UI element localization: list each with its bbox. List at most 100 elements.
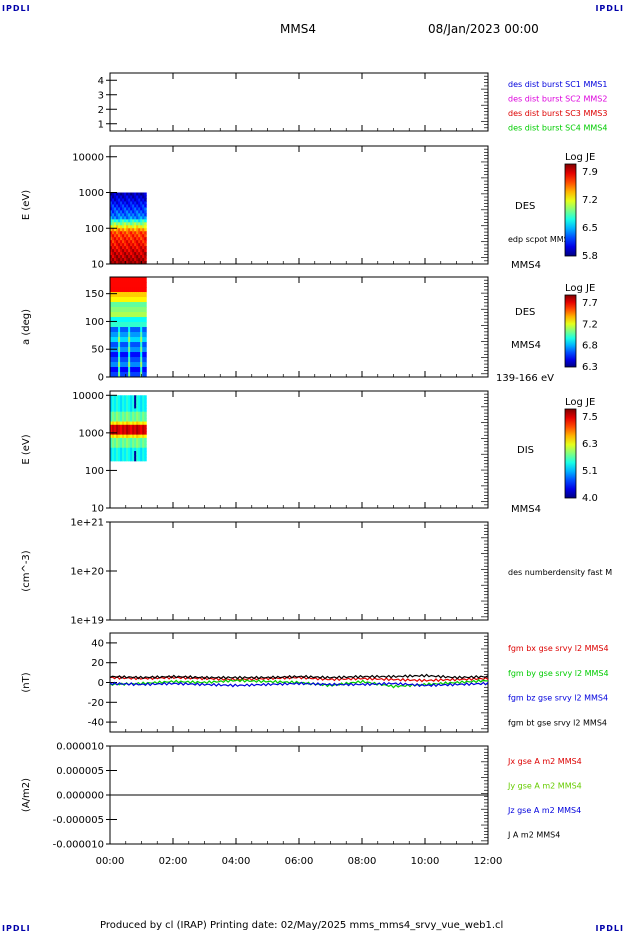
des-energy-cell: [118, 234, 121, 238]
des-energy-cell: [132, 216, 135, 220]
des-pitch-cell: [134, 287, 137, 293]
des-energy-cell: [116, 249, 119, 253]
des-energy-cell: [134, 198, 137, 202]
des-energy-cell: [144, 195, 147, 199]
des-energy-cell: [120, 222, 123, 226]
des-energy-cell: [130, 225, 133, 229]
des-energy-cell: [138, 210, 141, 214]
y-tick-label: 100: [85, 224, 104, 235]
des-energy-cell: [122, 261, 125, 265]
des-energy-cell: [138, 252, 141, 256]
dis-energy-cell: [128, 457, 131, 462]
des-energy-cell: [118, 249, 121, 253]
des-energy-cell: [134, 228, 137, 232]
spacecraft-label: MMS4: [511, 504, 541, 515]
des-energy-cell: [110, 258, 113, 262]
des-pitch-cell: [140, 362, 143, 368]
des-pitch-cell: [124, 282, 127, 288]
des-energy-cell: [136, 249, 139, 253]
dis-energy-cell: [124, 428, 127, 432]
legend-entry: des dist burst SC2 MMS2: [508, 95, 607, 104]
colorbar-tick: 7.7: [582, 298, 598, 309]
des-pitch-cell: [142, 297, 145, 303]
des-pitch-cell: [134, 307, 137, 313]
des-pitch-cell: [138, 347, 141, 353]
des-pitch-cell: [122, 372, 125, 378]
series-legend: Jy gse A m2 MMS4: [507, 782, 582, 791]
des-pitch-cell: [138, 277, 141, 283]
des-energy-cell: [122, 198, 125, 202]
des-pitch-cell: [110, 372, 113, 378]
des-energy-cell: [142, 219, 145, 223]
dis-energy-cell: [122, 441, 125, 445]
colorbar-title: Log JE: [565, 152, 595, 163]
dis-energy-cell: [132, 434, 135, 439]
des-energy-cell: [116, 234, 119, 238]
des-pitch-cell: [116, 352, 119, 358]
des-energy-cell: [124, 243, 127, 247]
des-energy-cell: [132, 204, 135, 208]
des-pitch-cell: [144, 297, 147, 303]
dis-energy-cell: [140, 441, 143, 445]
des-energy-cell: [138, 198, 141, 202]
des-pitch-cell: [138, 332, 141, 338]
des-pitch-cell: [118, 357, 121, 363]
des-energy-cell: [124, 237, 127, 241]
des-pitch-cell: [138, 337, 141, 343]
des-pitch-cell: [144, 347, 147, 353]
des-energy-cell: [128, 225, 131, 229]
des-energy-cell: [138, 204, 141, 208]
time-tick-label: 00:00: [96, 856, 125, 867]
des-pitch-cell: [132, 337, 135, 343]
des-pitch-cell: [124, 307, 127, 313]
des-energy-cell: [122, 195, 125, 199]
des-energy-cell: [124, 240, 127, 244]
des-pitch-cell: [120, 367, 123, 373]
dis-energy-cell: [144, 408, 147, 413]
des-energy-cell: [118, 237, 121, 241]
des-pitch-cell: [128, 307, 131, 313]
des-energy-cell: [118, 204, 121, 208]
dis-energy-cell: [140, 398, 143, 403]
instrument-label: DES: [515, 201, 535, 212]
des-energy-cell: [138, 243, 141, 247]
dis-energy-cell: [136, 408, 139, 413]
des-energy-cell: [144, 237, 147, 241]
dis-energy-cell: [116, 447, 119, 452]
des-pitch-cell: [144, 362, 147, 368]
dis-energy-cell: [124, 434, 127, 439]
dis-energy-cell: [132, 457, 135, 462]
dis-energy-cell: [110, 454, 113, 459]
des-pitch-cell: [120, 312, 123, 318]
des-pitch-cell: [134, 347, 137, 353]
des-energy-cell: [114, 243, 117, 247]
panel-6: 40 20 0 -20 -40 (nT) fgm bx gse srvy l2 MMS4 fg…: [21, 632, 609, 733]
des-energy-cell: [124, 228, 127, 232]
des-energy-cell: [110, 219, 113, 223]
des-energy-cell: [130, 249, 133, 253]
footer-credits: Produced by cl (IRAP) Printing date: 02/…: [100, 920, 504, 931]
colorbar-tick: 6.8: [582, 341, 598, 352]
des-energy-cell: [122, 222, 125, 226]
dis-energy-cell: [110, 405, 113, 409]
des-energy-cell: [116, 243, 119, 247]
des-pitch-cell: [112, 302, 115, 308]
dis-energy-cell: [126, 401, 129, 406]
colorbar-tick: 4.0: [582, 493, 598, 504]
des-energy-cell: [112, 228, 115, 232]
dis-energy-cell: [124, 418, 127, 423]
des-energy-cell: [130, 204, 133, 208]
dis-energy-cell: [130, 457, 133, 462]
panel-5: 1e+21 1e+20 1e+19 (cm^-3) des numberdensity …: [21, 518, 612, 627]
dis-energy-cell: [114, 457, 117, 462]
dis-energy-cell: [136, 434, 139, 439]
dis-energy-cell: [138, 414, 141, 419]
dis-energy-cell: [132, 451, 135, 455]
dis-energy-cell: [112, 428, 115, 432]
dis-energy-cell: [122, 414, 125, 419]
des-pitch-cell: [130, 317, 133, 323]
des-pitch-cell: [118, 292, 121, 298]
des-energy-cell: [116, 261, 119, 265]
des-energy-cell: [120, 204, 123, 208]
